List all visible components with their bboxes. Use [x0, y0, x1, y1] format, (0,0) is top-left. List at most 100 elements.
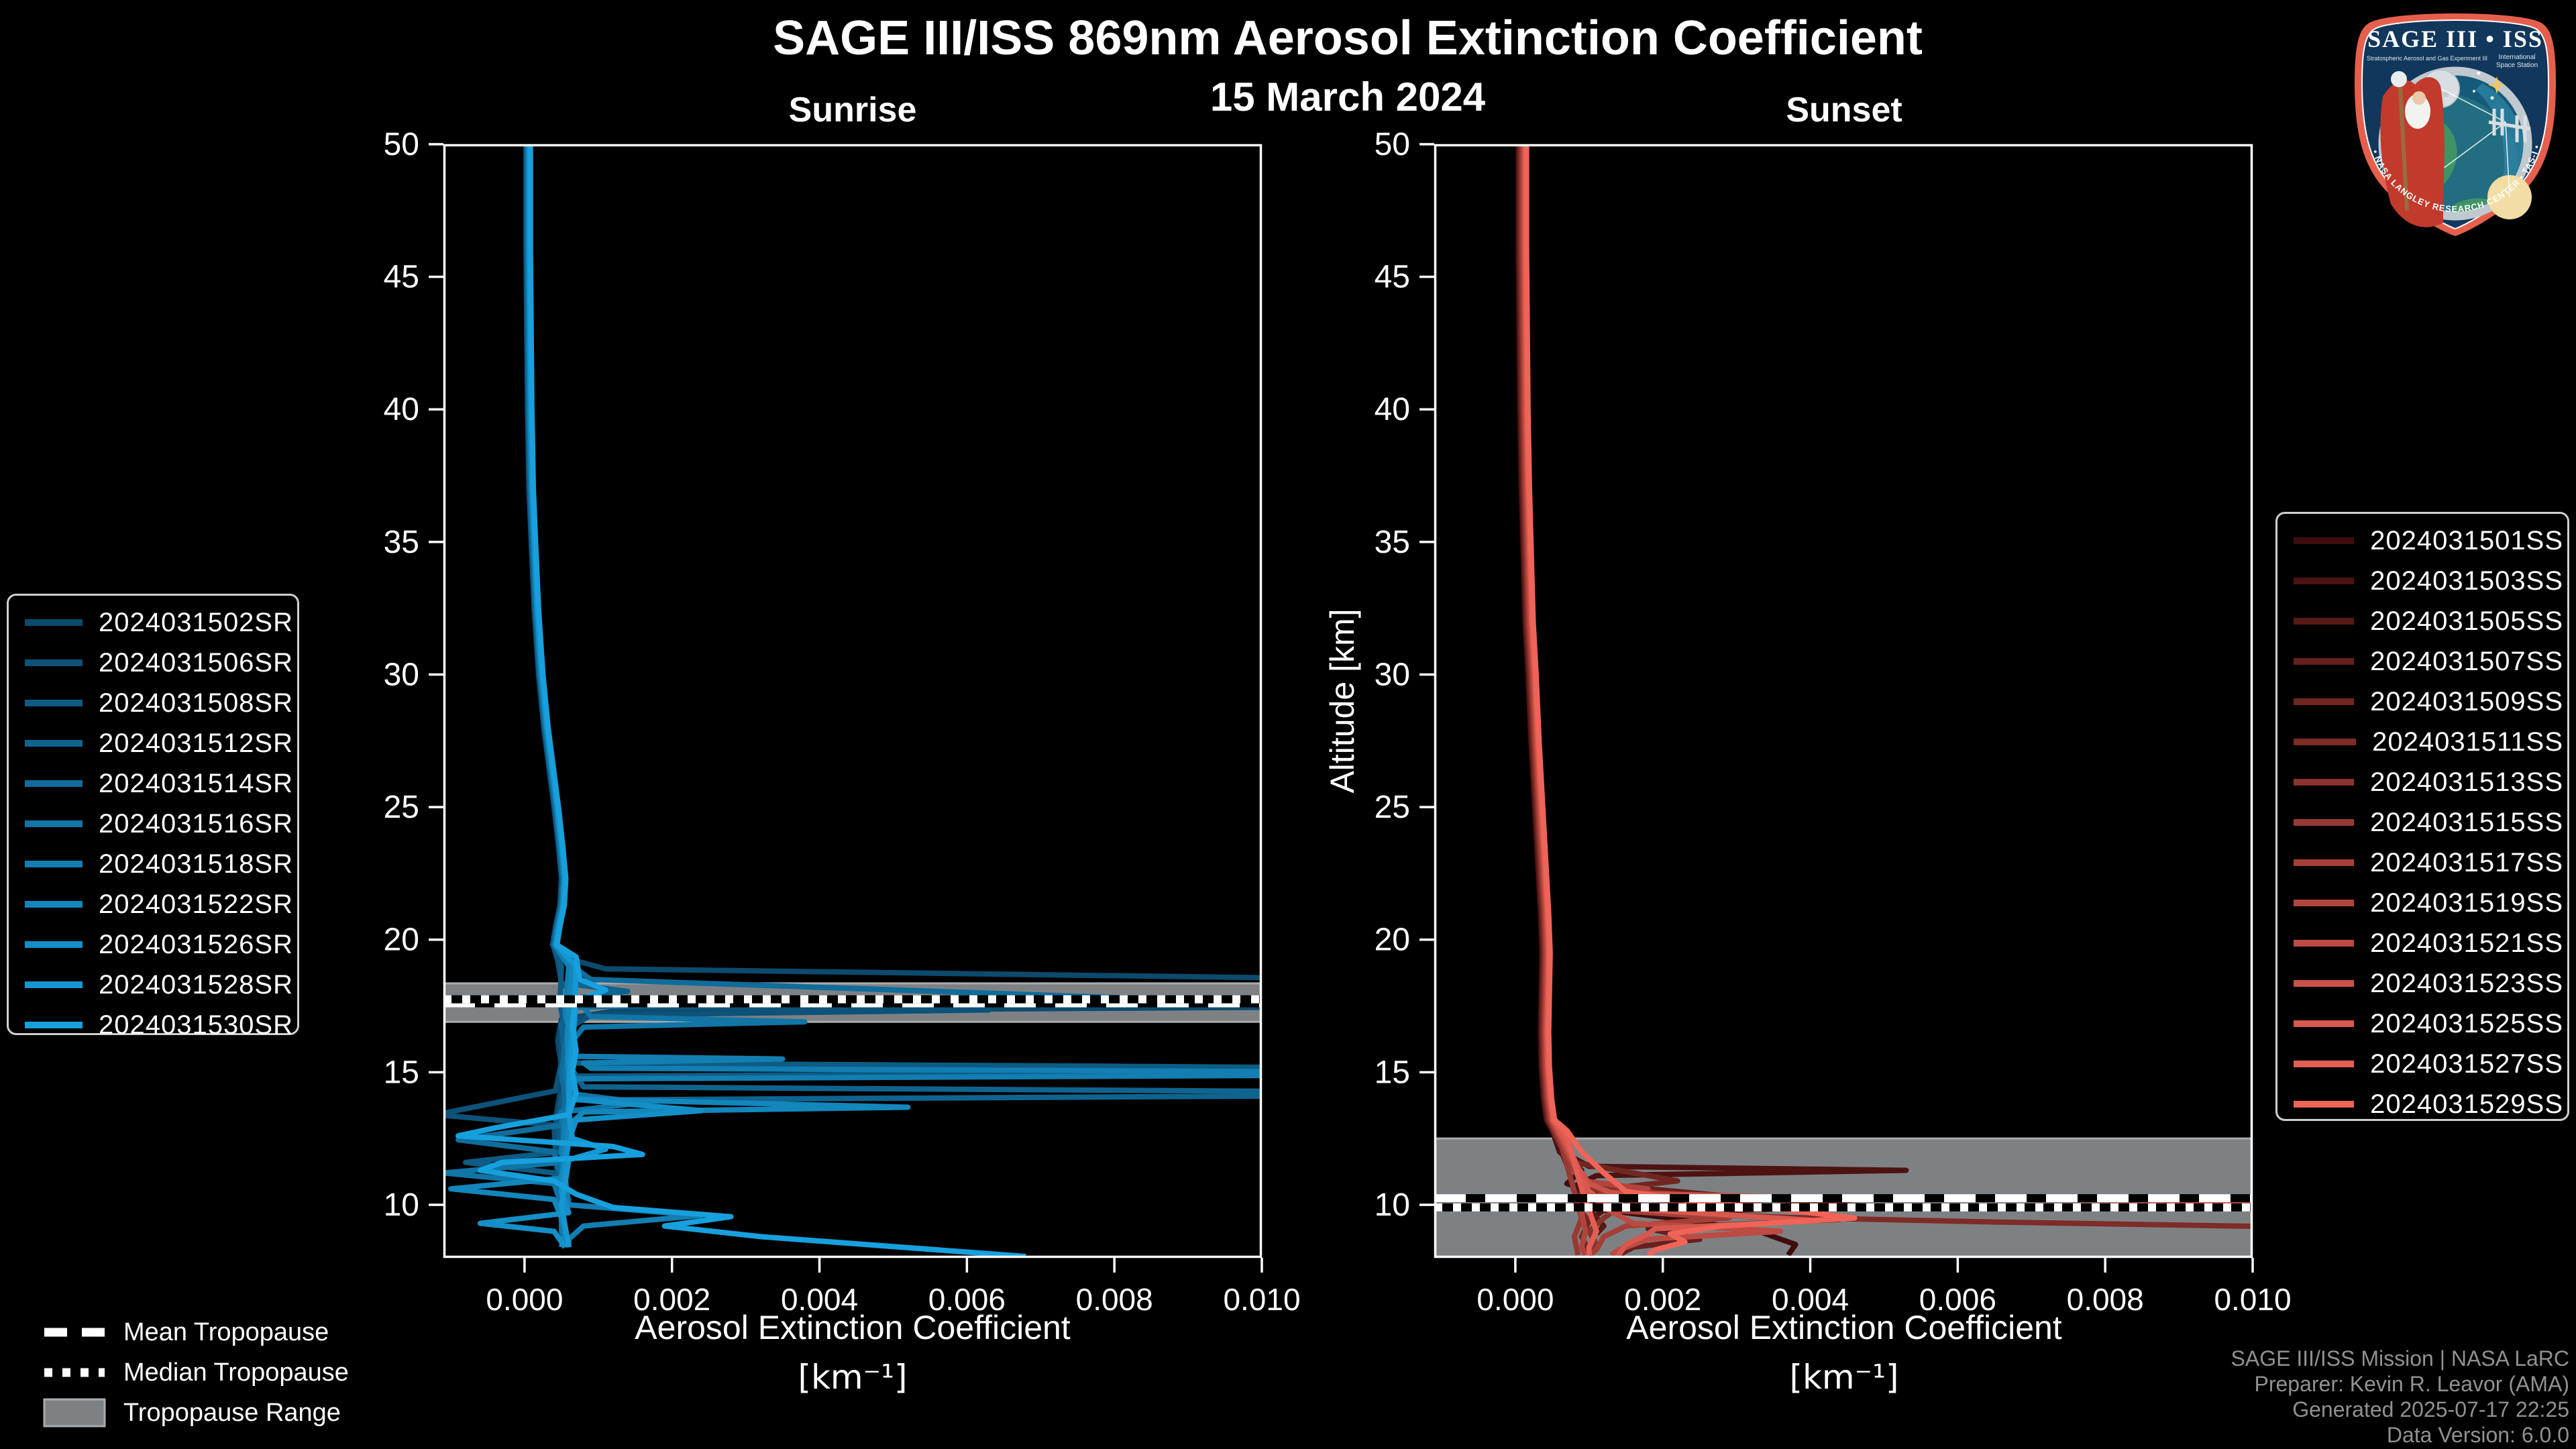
x-tick-label: 0.000 — [1477, 1282, 1554, 1317]
legend-item: 2024031522SR — [23, 884, 293, 924]
legend-entry-label: 2024031521SS — [2370, 928, 2563, 958]
x-axis-units-sunset: [km⁻¹] — [1789, 1358, 1899, 1397]
legend-item: 2024031515SS — [2292, 802, 2563, 843]
logo-subtitle-left: Stratospheric Aerosol and Gas Experiment… — [2367, 55, 2487, 62]
x-tick-label: 0.002 — [1624, 1282, 1701, 1317]
legend-entry-label: 2024031526SR — [98, 929, 293, 959]
legend-line-sample-icon — [25, 981, 83, 988]
legend-entry-label: 2024031529SS — [2370, 1089, 2563, 1119]
legend-line-sample-icon — [2294, 618, 2355, 625]
profile-curve-2024031503SS — [1516, 144, 1909, 1228]
x-tick-label: 0.004 — [781, 1282, 858, 1317]
legend-item: 2024031511SS — [2292, 722, 2563, 762]
plot-frame — [443, 144, 1263, 1258]
legend-item: 2024031506SR — [23, 643, 293, 683]
legend-line-sample-icon — [25, 659, 83, 666]
profile-curve-2024031511SS — [1518, 144, 2253, 1230]
legend-entry-label: 2024031525SS — [2370, 1008, 2563, 1038]
legend-label-mean-tropopause: Mean Tropopause — [123, 1318, 329, 1346]
legend-entry-label: 2024031503SS — [2370, 566, 2563, 596]
x-tick-label: 0.006 — [1919, 1282, 1996, 1317]
legend-line-sample-icon — [2294, 819, 2355, 826]
profile-curve-2024031513SS — [1519, 144, 1776, 1257]
legend-line-sample-icon — [2294, 940, 2355, 947]
profile-curve-2024031508SR — [463, 144, 1262, 1206]
legend-line-sample-icon — [2294, 698, 2355, 705]
legend-item: 2024031529SS — [2292, 1084, 2563, 1124]
x-tick-label: 0.002 — [633, 1282, 710, 1317]
legend-entry-label: 2024031509SS — [2370, 686, 2563, 716]
legend-line-sample-icon — [2294, 1020, 2355, 1027]
legend-entry-label: 2024031507SS — [2370, 646, 2563, 676]
profile-curve-2024031529SS — [1523, 144, 1858, 1258]
y-tick-label: 35 — [384, 525, 419, 560]
legend-item: 2024031514SR — [23, 763, 293, 804]
profile-curve-2024031525SS — [1522, 144, 1821, 1257]
legend-line-sample-icon — [25, 619, 83, 626]
legend-entry-label: 2024031513SS — [2370, 767, 2563, 797]
legend-line-sample-icon — [2294, 1061, 2355, 1067]
sunrise-plot: 0.000 0.002 0.004 0.006 0.008 0.010 10 15 20 25 30… — [384, 127, 1301, 1317]
legend-line-sample-icon — [2294, 739, 2357, 745]
legend-item: 2024031526SR — [23, 924, 293, 965]
x-axis-label-sunset: Aerosol Extinction Coefficient — [1626, 1309, 2062, 1346]
legend-label-tropopause-range: Tropopause Range — [123, 1398, 341, 1427]
legend-item: 2024031513SS — [2292, 762, 2563, 802]
plot-content — [1434, 144, 2253, 1258]
plot-content — [443, 144, 1262, 1258]
legend-item: 2024031507SS — [2292, 641, 2563, 682]
legend-item: 2024031505SS — [2292, 601, 2563, 641]
legend-entry-label: 2024031516SR — [98, 808, 293, 839]
legend-item: 2024031509SS — [2292, 682, 2563, 722]
mean-tropopause-dash-icon — [44, 1328, 105, 1337]
legend-label-median-tropopause: Median Tropopause — [123, 1358, 349, 1387]
y-tick-label: 15 — [1375, 1055, 1410, 1090]
y-tick-label: 10 — [1375, 1187, 1410, 1223]
legend-entry-label: 2024031528SR — [98, 969, 293, 1000]
legend-entry-label: 2024031523SS — [2370, 968, 2563, 998]
plot-frame — [1434, 144, 2253, 1258]
legend-entry-label: 2024031512SR — [98, 728, 293, 758]
x-tick-label: 0.010 — [1223, 1282, 1300, 1317]
legend-line-sample-icon — [2294, 900, 2355, 906]
profile-curve-2024031522SR — [448, 144, 911, 1248]
y-tick-label: 50 — [384, 127, 419, 162]
legend-line-sample-icon — [2294, 859, 2355, 866]
legend-line-sample-icon — [25, 780, 83, 787]
legend-item-mean-tropopause: Mean Tropopause — [43, 1313, 329, 1351]
logo-stars — [2473, 71, 2506, 100]
y-tick-label: 30 — [1375, 657, 1410, 692]
y-tick-label: 45 — [384, 260, 419, 295]
legend-item: 2024031518SR — [23, 844, 293, 884]
legend-entry-label: 2024031517SS — [2370, 847, 2563, 877]
legend-item: 2024031502SR — [23, 602, 293, 643]
legend-item: 2024031519SS — [2292, 883, 2563, 923]
legend-item: 2024031501SS — [2292, 521, 2563, 561]
legend-entry-label: 2024031515SS — [2370, 807, 2563, 837]
sunrise-event-legend: 2024031502SR 2024031506SR 2024031508SR 2024… — [7, 594, 299, 1040]
profile-curve-2024031526SR — [478, 144, 704, 1249]
legend-entry-label: 2024031502SR — [98, 607, 293, 637]
x-axis-label-sunrise: Aerosol Extinction Coefficient — [635, 1309, 1071, 1346]
legend-entry-label: 2024031511SS — [2372, 727, 2563, 757]
x-tick-label: 0.004 — [1772, 1282, 1849, 1317]
legend-item: 2024031508SR — [23, 683, 293, 723]
legend-item: 2024031512SR — [23, 723, 293, 763]
legend-item: 2024031528SR — [23, 965, 293, 1005]
legend-line-sample-icon — [2294, 537, 2355, 544]
sunset-event-legend: 2024031501SS 2024031503SS 2024031505SS 2024… — [2275, 512, 2569, 1121]
attribution-generated: Generated 2025-07-17 22:25 — [2292, 1397, 2569, 1421]
panel-title-sunset: Sunset — [1786, 91, 1902, 129]
legend-item: 2024031521SS — [2292, 923, 2563, 963]
legend-line-sample-icon — [25, 941, 83, 948]
legend-item: 2024031523SS — [2292, 963, 2563, 1004]
legend-entry-label: 2024031501SS — [2370, 525, 2563, 555]
x-tick-label: 0.008 — [2067, 1282, 2144, 1317]
legend-item: 2024031516SR — [23, 804, 293, 844]
legend-line-sample-icon — [25, 901, 83, 908]
legend-item-tropopause-range: Tropopause Range — [43, 1394, 341, 1432]
panel-title-sunrise: Sunrise — [788, 91, 917, 129]
profile-curve-2024031523SS — [1522, 144, 2253, 1204]
legend-item: 2024031530SR — [23, 1005, 293, 1045]
legend-line-sample-icon — [25, 820, 83, 827]
